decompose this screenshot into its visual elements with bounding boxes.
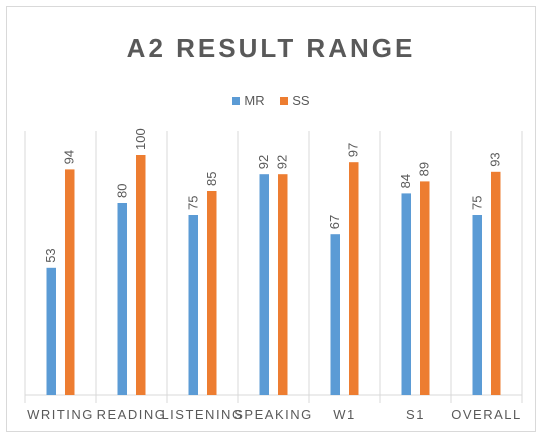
bar-mr-speaking xyxy=(259,174,269,395)
x-tick-label-writing: WRITING xyxy=(27,407,94,422)
bar-mr-listening xyxy=(188,215,198,395)
bar-ss-s1 xyxy=(420,181,430,395)
legend-swatch-ss xyxy=(280,97,289,105)
bar-mr-overall xyxy=(472,215,482,395)
legend: MR SS xyxy=(7,93,535,108)
bar-ss-writing xyxy=(65,169,75,395)
bar-mr-w1 xyxy=(330,234,340,395)
x-tick-label-reading: READING xyxy=(97,407,167,422)
data-label-ss-w1: 97 xyxy=(346,143,361,157)
data-label-ss-writing: 94 xyxy=(62,150,77,164)
bar-ss-speaking xyxy=(278,174,288,395)
x-tick-label-overall: OVERALL xyxy=(451,407,521,422)
data-label-ss-reading: 100 xyxy=(133,128,148,150)
data-label-mr-listening: 75 xyxy=(185,196,200,210)
chart-title: A2 RESULT RANGE xyxy=(126,33,416,63)
legend-label-mr: MR xyxy=(244,93,265,108)
bar-ss-listening xyxy=(207,191,217,395)
bar-ss-overall xyxy=(491,171,501,395)
x-tick-label-speaking: SPEAKING xyxy=(234,407,312,422)
data-label-ss-s1: 89 xyxy=(417,162,432,176)
legend-item-ss: SS xyxy=(280,93,310,108)
data-label-ss-listening: 85 xyxy=(204,172,219,186)
bar-mr-s1 xyxy=(401,193,411,395)
data-label-mr-w1: 67 xyxy=(327,215,342,229)
legend-item-mr: MR xyxy=(232,93,265,108)
bar-ss-w1 xyxy=(349,162,359,395)
x-tick-label-listening: LISTENING xyxy=(161,407,243,422)
legend-swatch-mr xyxy=(232,97,241,105)
data-label-ss-speaking: 92 xyxy=(275,155,290,169)
data-label-mr-writing: 53 xyxy=(43,248,58,262)
data-label-mr-s1: 84 xyxy=(398,174,413,188)
data-label-mr-overall: 75 xyxy=(469,196,484,210)
chart-frame: A2 RESULT RANGE MR SS xyxy=(6,6,536,432)
bar-mr-writing xyxy=(46,267,56,395)
x-tick-label-w1: W1 xyxy=(333,407,356,422)
data-label-mr-reading: 80 xyxy=(114,184,129,198)
bar-ss-reading xyxy=(136,155,146,395)
data-label-ss-overall: 93 xyxy=(488,152,503,166)
bar-mr-reading xyxy=(117,203,127,395)
x-tick-label-s1: S1 xyxy=(406,407,425,422)
legend-label-ss: SS xyxy=(292,93,310,108)
data-label-mr-speaking: 92 xyxy=(256,155,271,169)
